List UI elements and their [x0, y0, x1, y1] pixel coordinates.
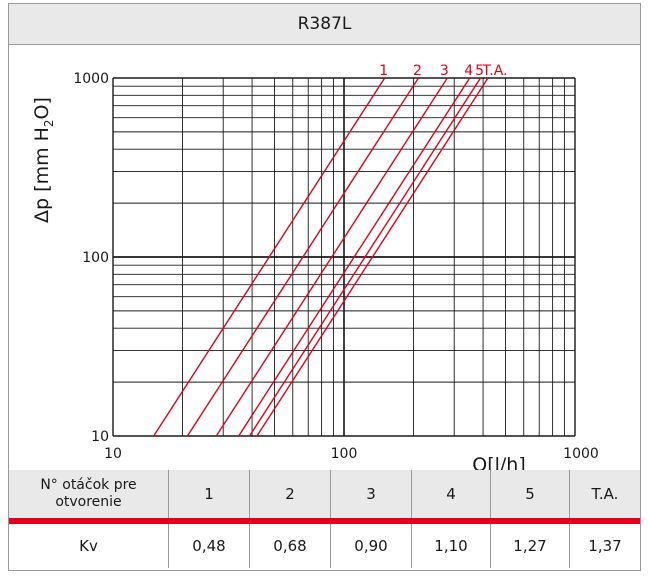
x-tick-label: 1000	[563, 446, 599, 462]
series-labels: 1 2 3 4 5T.A.	[379, 63, 507, 79]
opening-cell: T.A.	[569, 470, 640, 518]
y-tick-label: 100	[82, 250, 109, 266]
kv-table: N° otáčok pre otvorenie 1 2 3 4 5 T.A. K…	[9, 470, 640, 568]
opening-cell: 3	[330, 470, 412, 518]
grid	[112, 77, 576, 437]
chart-frame: R387L 1 2 3 4 5 T.A. 10 100 1000 10 100 1000 Q[l/h…	[8, 3, 641, 571]
series-line-4	[238, 77, 471, 437]
series-label: 3	[440, 63, 449, 79]
series-line-3	[215, 77, 448, 437]
series-lines	[153, 77, 489, 437]
series-line-5	[248, 77, 482, 437]
chart-title: R387L	[9, 4, 640, 45]
series-label: T.A.	[481, 63, 507, 79]
series-label: 5	[475, 63, 484, 79]
series-label: 1	[379, 63, 388, 79]
kv-cell: 1,27	[490, 524, 570, 568]
kv-cell: 0,48	[168, 524, 250, 568]
x-axis-label: Q[l/h]	[472, 454, 526, 470]
openings-row: N° otáčok pre otvorenie 1 2 3 4 5 T.A.	[9, 470, 640, 518]
opening-cell: 1	[168, 470, 250, 518]
opening-cell: 2	[249, 470, 331, 518]
kv-cell: 0,90	[330, 524, 412, 568]
kv-label: Kv	[9, 524, 169, 568]
kv-row: Kv 0,48 0,68 0,90 1,10 1,27 1,37	[9, 524, 640, 568]
opening-cell: 5	[490, 470, 570, 518]
openings-header: N° otáčok pre otvorenie	[9, 470, 169, 518]
series-label: 4	[464, 63, 473, 79]
series-line-2	[186, 77, 420, 437]
pressure-flow-chart: 1 2 3 4 5T.A. 10 100 1000 10 100 1000 Q[l/h] Δp […	[31, 63, 599, 470]
y-tick-label: 1000	[73, 71, 109, 87]
separator-row	[9, 518, 640, 524]
x-tick-label: 10	[104, 446, 122, 462]
tick-labels: 10 100 1000 10 100 1000	[73, 71, 598, 462]
series-line-1	[153, 77, 386, 437]
y-axis-label: Δp [mm H2O]	[31, 97, 56, 223]
kv-cell: 1,10	[411, 524, 491, 568]
y-tick-label: 10	[91, 429, 109, 445]
x-tick-label: 100	[331, 446, 358, 462]
series-label: 2	[413, 63, 422, 79]
opening-cell: 4	[411, 470, 491, 518]
kv-cell: 1,37	[569, 524, 640, 568]
series-line-T.A.	[256, 77, 489, 437]
kv-cell: 0,68	[249, 524, 331, 568]
